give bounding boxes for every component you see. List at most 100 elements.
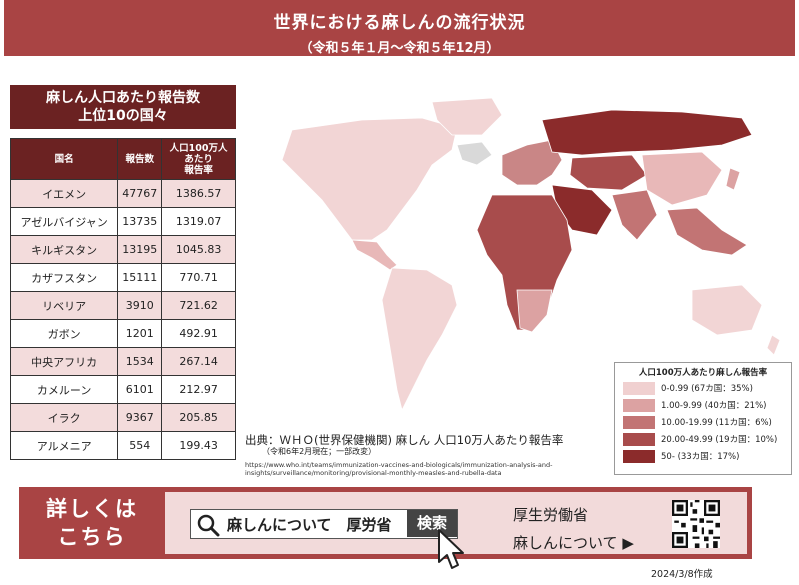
map-greenland: [431, 97, 503, 136]
table-title: 麻しん人口あたり報告数 上位10の国々: [10, 85, 236, 129]
source-note: （令和6年2月現在；一部改変）: [262, 447, 377, 456]
cell-reports: 1534: [117, 347, 163, 376]
banner-panel: 麻しんについて 厚労省 検索 厚生労働省 麻しんについて ▶: [165, 492, 747, 554]
search-query: 麻しんについて 厚労省: [227, 516, 392, 534]
cell-country: リベリア: [9, 291, 119, 320]
legend-title: 人口100万人あたり麻しん報告率: [638, 368, 768, 378]
cell-rate: 267.14: [161, 347, 236, 376]
cell-reports: 13735: [117, 207, 163, 236]
map-no-data: [456, 141, 493, 166]
cell-reports: 6101: [117, 375, 163, 404]
table-row: アルメニア 554 199.43: [9, 431, 236, 460]
cell-rate: 721.62: [161, 291, 236, 320]
header-rate: 人口100万人 あたり 報告率: [161, 138, 236, 180]
map-central-asia: [569, 154, 648, 191]
legend-item: 0-0.99 (67カ国：35%): [623, 381, 791, 395]
table-row: カザフスタン 15111 770.71: [9, 263, 236, 292]
cell-rate: 1386.57: [161, 179, 236, 208]
search-box[interactable]: 麻しんについて 厚労省 検索: [190, 509, 458, 539]
cell-reports: 3910: [117, 291, 163, 320]
map-south-america: [381, 267, 458, 412]
cell-rate: 492.91: [161, 319, 236, 348]
info-banner: 詳しくは こちら 麻しんについて 厚労省 検索 厚生労働省 麻しんについて ▶: [19, 487, 752, 559]
mouse-pointer-icon: [438, 529, 464, 569]
legend-label: 10.00-19.99 (11カ国：6%): [661, 418, 772, 428]
cell-reports: 47767: [117, 179, 163, 208]
table-title-line2: 上位10の国々: [78, 108, 168, 124]
cell-reports: 1201: [117, 319, 163, 348]
more-info-line1: 詳しくは: [46, 497, 138, 521]
cell-country: アゼルバイジャン: [9, 207, 119, 236]
cell-country: 中央アフリカ: [9, 347, 119, 376]
legend-swatch: [623, 415, 655, 429]
ministry-name: 厚生労働省: [513, 506, 589, 524]
cell-reports: 15111: [117, 263, 163, 292]
table-row: イエメン 47767 1386.57: [9, 179, 236, 208]
table-row: ガボン 1201 492.91: [9, 319, 236, 348]
legend-swatch: [623, 449, 655, 463]
table-row: 中央アフリカ 1534 267.14: [9, 347, 236, 376]
page-period: （令和５年１月〜令和５年12月）: [299, 41, 500, 56]
map-australia: [691, 284, 763, 336]
legend-label: 0-0.99 (67カ国：35%): [661, 384, 753, 394]
cell-rate: 205.85: [161, 403, 236, 432]
more-info-line2: こちら: [57, 525, 127, 549]
cell-country: アルメニア: [9, 431, 119, 460]
legend-label: 20.00-49.99 (19カ国：10%): [661, 435, 778, 445]
cell-rate: 770.71: [161, 263, 236, 292]
legend-swatch: [623, 432, 655, 446]
cell-reports: 13195: [117, 235, 163, 264]
table-title-line1: 麻しん人口あたり報告数: [46, 90, 200, 106]
more-info-label: 詳しくは こちら: [19, 487, 165, 559]
measles-info-link[interactable]: 麻しんについて ▶: [513, 534, 634, 552]
header-country: 国名: [9, 138, 119, 180]
source-url[interactable]: https://www.who.int/teams/immunization-v…: [245, 461, 553, 477]
table-row: リベリア 3910 721.62: [9, 291, 236, 320]
cell-country: イラク: [9, 403, 119, 432]
legend-item: 50- (33カ国：17%): [623, 449, 791, 463]
cell-rate: 199.43: [161, 431, 236, 460]
map-southeast-asia: [666, 207, 748, 256]
map-east-asia: [641, 151, 723, 206]
cell-reports: 9367: [117, 403, 163, 432]
page-title: 世界における麻しんの流行状況: [273, 13, 526, 33]
map-new-zealand: [766, 334, 781, 356]
cell-rate: 1045.83: [161, 235, 236, 264]
legend-swatch: [623, 381, 655, 395]
map-japan: [725, 167, 741, 191]
header-reports: 報告数: [117, 138, 163, 180]
qr-code-icon[interactable]: [672, 500, 720, 548]
legend-item: 1.00-9.99 (40カ国：21%): [623, 398, 791, 412]
table-row: キルギスタン 13195 1045.83: [9, 235, 236, 264]
created-date: 2024/3/8作成: [651, 569, 713, 580]
table-header-row: 国名 報告数 人口100万人 あたり 報告率: [9, 138, 236, 180]
ranking-table: 国名 報告数 人口100万人 あたり 報告率 イエメン 47767 1386.57 ア…: [9, 138, 236, 460]
cell-country: カザフスタン: [9, 263, 119, 292]
legend-label: 1.00-9.99 (40カ国：21%): [661, 401, 767, 411]
table-row: イラク 9367 205.85: [9, 403, 236, 432]
cell-rate: 1319.07: [161, 207, 236, 236]
search-icon: [197, 514, 220, 537]
legend-item: 20.00-49.99 (19カ国：10%): [623, 432, 791, 446]
search-button[interactable]: 検索: [407, 510, 457, 537]
table-row: カメルーン 6101 212.97: [9, 375, 236, 404]
source-text: 出典：ＷＨＯ(世界保健機関) 麻しん 人口10万人あたり報告率: [245, 433, 564, 447]
cell-country: キルギスタン: [9, 235, 119, 264]
map-russia: [541, 109, 753, 156]
header-banner: 世界における麻しんの流行状況 （令和５年１月〜令和５年12月）: [4, 0, 795, 56]
map-europe: [501, 139, 563, 186]
cell-reports: 554: [117, 431, 163, 460]
legend-swatch: [623, 398, 655, 412]
cell-rate: 212.97: [161, 375, 236, 404]
map-legend: 人口100万人あたり麻しん報告率 0-0.99 (67カ国：35%) 1.00-9…: [614, 362, 792, 475]
map-north-america: [281, 117, 458, 241]
world-map: [281, 97, 781, 412]
map-south-asia: [611, 189, 658, 241]
map-central-america: [351, 239, 398, 271]
map-southern-africa: [516, 289, 553, 333]
cell-country: カメルーン: [9, 375, 119, 404]
legend-item: 10.00-19.99 (11カ国：6%): [623, 415, 791, 429]
table-row: アゼルバイジャン 13735 1319.07: [9, 207, 236, 236]
legend-label: 50- (33カ国：17%): [661, 452, 740, 462]
cell-country: ガボン: [9, 319, 119, 348]
